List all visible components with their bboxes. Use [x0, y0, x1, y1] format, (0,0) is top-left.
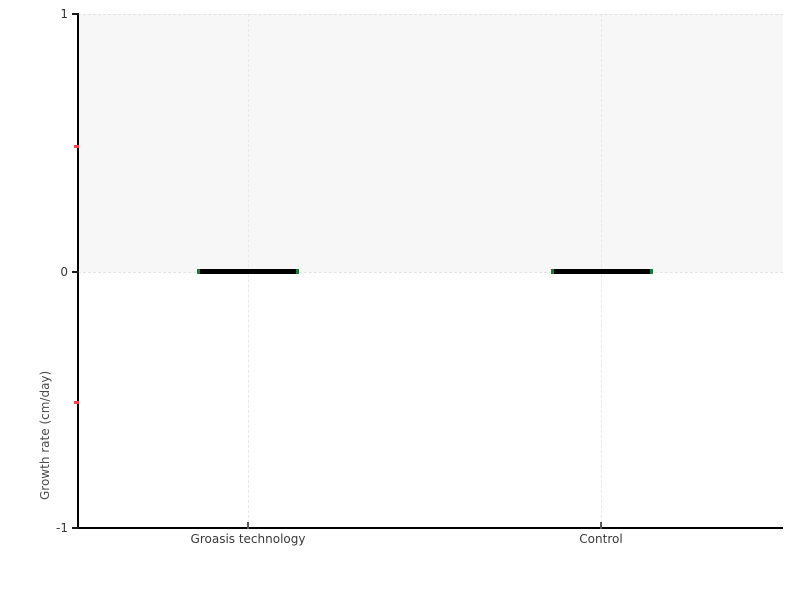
plot-area: [78, 14, 783, 528]
y-tick-label-wrap-neg-1: -1: [0, 521, 68, 535]
bar-cap-left-groasis: [197, 269, 200, 274]
y-axis-title-holder: Growth rate (cm/day): [38, 200, 62, 500]
y-tick-label-0: 0: [60, 265, 68, 279]
x-axis-line: [78, 527, 783, 529]
y-tick-major-neg-1: [72, 527, 79, 529]
bar-control: [551, 269, 653, 274]
y-tick-major-0: [72, 271, 79, 273]
plot-background-band: [78, 14, 783, 272]
x-tick-label-control: Control: [579, 532, 623, 546]
y-axis-title: Growth rate (cm/day): [38, 370, 52, 500]
gridline-horizontal-1: [78, 14, 783, 15]
y-tick-minor-neg-0-5: [74, 401, 79, 404]
bar-cap-left-control: [551, 269, 554, 274]
y-tick-label-1: 1: [60, 7, 68, 21]
y-tick-major-1: [72, 13, 79, 15]
bar-cap-right-groasis: [296, 269, 299, 274]
x-tick-control: [600, 522, 602, 529]
x-tick-groasis-technology: [247, 522, 249, 529]
y-tick-label-wrap-1: 1: [0, 7, 68, 21]
bar-cap-right-control: [650, 269, 653, 274]
gridline-horizontal-0: [78, 272, 783, 273]
bar-groasis-technology: [197, 269, 299, 274]
y-tick-label-neg-1: -1: [56, 521, 68, 535]
x-tick-label-groasis-technology: Groasis technology: [190, 532, 306, 546]
y-tick-minor-0-5: [74, 145, 79, 148]
y-tick-label-wrap-0: 0: [0, 265, 68, 279]
